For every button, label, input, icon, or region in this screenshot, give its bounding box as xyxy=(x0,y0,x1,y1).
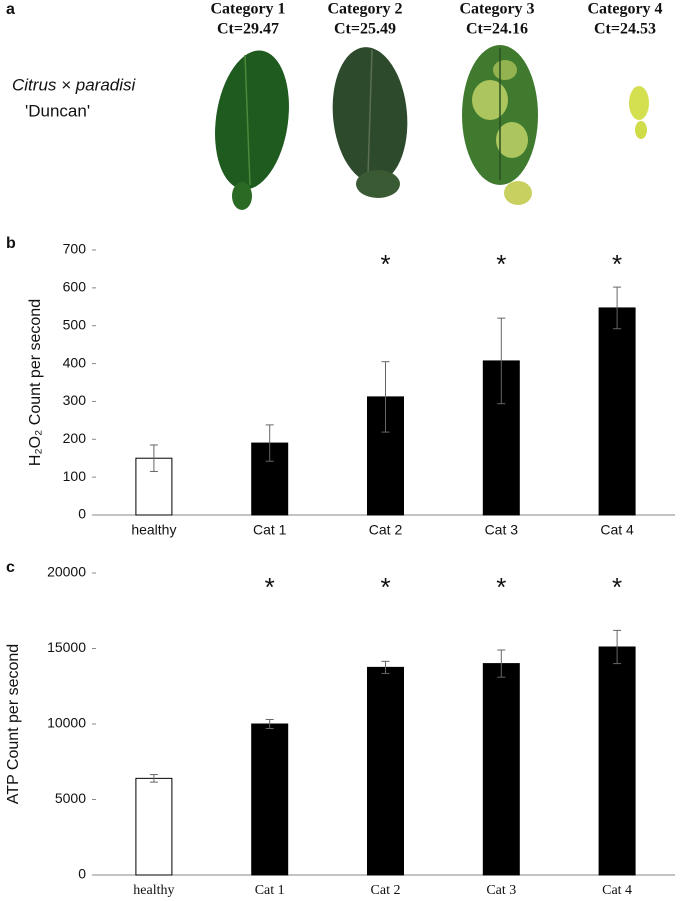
category-ct: Ct=25.49 xyxy=(334,21,396,38)
x-tick-label: Cat 2 xyxy=(371,883,401,898)
bar xyxy=(598,646,636,876)
y-tick-label: 600 xyxy=(63,279,87,295)
bar xyxy=(482,360,520,516)
significance-marker: * xyxy=(265,572,275,602)
bar xyxy=(135,777,173,876)
category-ct: Ct=29.47 xyxy=(217,21,279,38)
y-axis-label: ATP Count per second xyxy=(5,644,22,804)
y-tick-label: 300 xyxy=(63,392,87,408)
cultivar: 'Duncan' xyxy=(25,101,90,120)
category-ct: Ct=24.16 xyxy=(466,21,528,38)
x-tick-label: Cat 4 xyxy=(602,883,632,898)
panel-label: a xyxy=(6,1,15,18)
leaf xyxy=(629,86,649,139)
y-tick-label: 200 xyxy=(63,430,87,446)
x-tick-label: Cat 4 xyxy=(600,522,634,538)
species: Citrus × paradisi xyxy=(12,75,137,94)
y-tick-label: 15000 xyxy=(47,639,86,655)
y-tick-label: 700 xyxy=(63,241,87,257)
y-tick-label: 5000 xyxy=(55,790,86,806)
leaf xyxy=(215,50,289,210)
x-tick-label: Cat 3 xyxy=(486,883,516,898)
y-tick-label: 20000 xyxy=(47,564,86,580)
x-tick-label: Cat 1 xyxy=(253,522,287,538)
y-tick-label: 100 xyxy=(63,468,87,484)
y-tick-label: 500 xyxy=(63,316,87,332)
x-tick-label: healthy xyxy=(133,883,174,898)
x-tick-label: Cat 1 xyxy=(255,883,285,898)
leaf xyxy=(462,45,538,205)
category-name: Category 3 xyxy=(459,1,534,18)
y-axis-label: H₂O₂ Count per second xyxy=(27,299,44,466)
significance-marker: * xyxy=(612,249,622,279)
bar xyxy=(598,307,636,516)
category-name: Category 4 xyxy=(587,1,662,18)
y-tick-label: 10000 xyxy=(47,715,86,731)
significance-marker: * xyxy=(496,572,506,602)
bar xyxy=(367,666,404,876)
significance-marker: * xyxy=(612,572,622,602)
y-tick-label: 0 xyxy=(78,506,86,522)
significance-marker: * xyxy=(496,249,506,279)
category-ct: Ct=24.53 xyxy=(594,21,656,38)
panel-label: c xyxy=(6,559,15,576)
bar xyxy=(482,663,520,876)
x-tick-label: Cat 2 xyxy=(369,522,403,538)
significance-marker: * xyxy=(380,249,390,279)
x-tick-label: Cat 3 xyxy=(485,522,519,538)
y-tick-label: 400 xyxy=(63,354,87,370)
y-tick-label: 0 xyxy=(78,866,86,882)
panel-label: b xyxy=(6,235,16,252)
category-name: Category 2 xyxy=(327,1,402,18)
leaf xyxy=(332,47,408,198)
category-name: Category 1 xyxy=(210,1,285,18)
significance-marker: * xyxy=(380,572,390,602)
x-tick-label: healthy xyxy=(131,522,176,538)
bar xyxy=(251,723,289,876)
